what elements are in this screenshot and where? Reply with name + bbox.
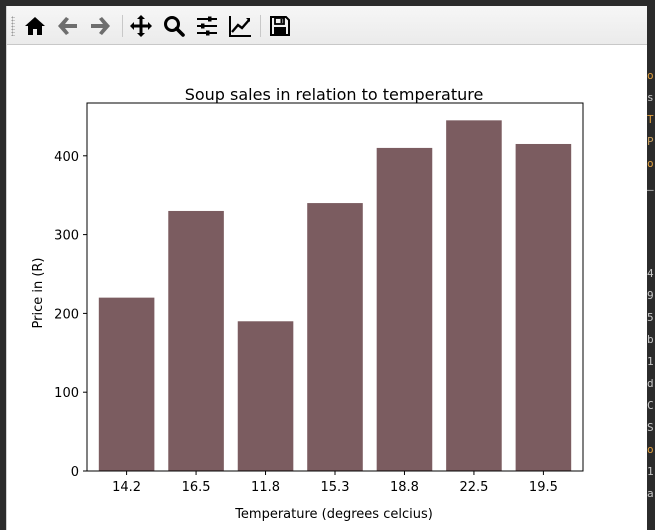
bar	[446, 120, 502, 472]
chart-title: Soup sales in relation to temperature	[185, 85, 484, 104]
terminal-char: 1	[647, 465, 654, 478]
terminal-char: P	[647, 135, 654, 148]
y-tick-label: 0	[71, 465, 79, 480]
terminal-char: 9	[647, 289, 654, 302]
pan-button[interactable]	[127, 12, 155, 40]
terminal-char: 1	[647, 355, 654, 368]
pan-icon	[130, 15, 152, 37]
y-tick-label: 300	[54, 229, 79, 244]
terminal-char: 5	[647, 311, 654, 324]
home-icon	[25, 17, 45, 35]
navigation-toolbar	[7, 6, 647, 45]
configure-subplots-button[interactable]	[193, 12, 221, 40]
terminal-char: C	[647, 399, 654, 412]
forward-icon	[91, 17, 110, 35]
configure-subplots-icon	[197, 16, 217, 36]
forward-button[interactable]	[86, 12, 114, 40]
terminal-char: o	[647, 157, 654, 170]
zoom-icon	[164, 16, 185, 37]
terminal-char: d	[647, 377, 654, 390]
x-tick-label: 16.5	[182, 480, 211, 495]
bar	[237, 321, 294, 471]
x-tick-label: 14.2	[112, 480, 141, 495]
terminal-char: T	[647, 113, 654, 126]
edit-axis-icon	[229, 16, 251, 37]
bar-chart: Soup sales in relation to temperature Te…	[31, 85, 584, 522]
terminal-char: S	[647, 421, 654, 434]
zoom-button[interactable]	[160, 12, 188, 40]
terminal-char: a	[647, 487, 654, 500]
terminal-char: s	[647, 91, 654, 104]
x-axis-label: Temperature (degrees celcius)	[234, 507, 433, 522]
back-icon	[58, 17, 77, 35]
y-tick-label: 400	[54, 150, 79, 165]
bar	[307, 203, 363, 471]
terminal-char: o	[647, 443, 654, 456]
toolbar-separator	[122, 15, 123, 37]
toolbar-grip[interactable]	[11, 16, 15, 36]
terminal-char: —	[647, 183, 654, 196]
save-button[interactable]	[266, 12, 294, 40]
y-tick-label: 200	[54, 307, 79, 322]
back-button[interactable]	[54, 12, 82, 40]
terminal-char: b	[647, 333, 654, 346]
y-tick-label: 100	[54, 386, 79, 401]
bar	[515, 143, 572, 471]
y-axis-label: Price in (R)	[31, 257, 46, 328]
save-icon	[270, 16, 290, 36]
x-tick-label: 19.5	[529, 480, 558, 495]
x-tick-label: 22.5	[459, 480, 488, 495]
bar	[98, 297, 155, 471]
x-tick-label: 18.8	[390, 480, 419, 495]
terminal-char: 4	[647, 267, 654, 280]
x-tick-label: 11.8	[251, 480, 280, 495]
x-tick-label: 15.3	[321, 480, 350, 495]
home-button[interactable]	[21, 12, 49, 40]
axes-frame	[86, 102, 584, 472]
plot-window: Soup sales in relation to temperature Te…	[6, 6, 647, 530]
bar	[168, 210, 224, 472]
edit-axis-button[interactable]	[226, 12, 254, 40]
toolbar-separator	[260, 15, 261, 37]
bar	[376, 147, 433, 471]
figure-canvas[interactable]: Soup sales in relation to temperature Te…	[7, 45, 647, 530]
terminal-char: o	[647, 69, 654, 82]
